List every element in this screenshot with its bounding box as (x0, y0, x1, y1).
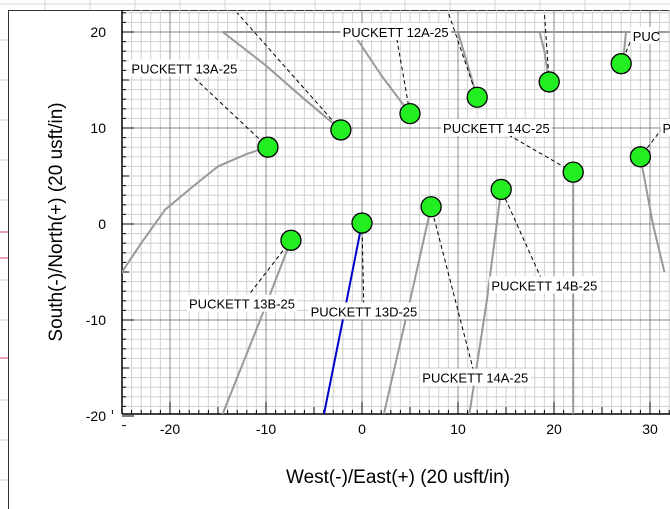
y-tick-label: -10 (86, 312, 106, 328)
well-marker (280, 229, 302, 251)
well-label-background (308, 302, 420, 320)
trajectory-line (122, 146, 269, 274)
well-labels: PUCKETT 12A-25 PUCKETT 13A-25 PUCKETT 14C-… (129, 23, 670, 386)
well-label: PUCKETT 13B-25 (189, 297, 295, 312)
active-trajectory-line (322, 222, 363, 414)
well-label-background (420, 368, 531, 386)
leader-line (430, 206, 476, 378)
leader-line (361, 223, 365, 312)
well-label: PUCKETT 14B-25 (491, 278, 597, 293)
x-axis-title: West(-)/East(+) (20 usft/in) (286, 467, 510, 488)
well-markers (257, 53, 652, 251)
leader-line (543, 12, 550, 82)
y-tick-label: 0 (98, 216, 106, 232)
well-marker (399, 102, 421, 125)
major-gridlines (122, 10, 670, 414)
well-marker (610, 53, 632, 75)
trajectory-line (639, 156, 666, 273)
leader-line (500, 189, 545, 286)
leader-line (236, 12, 342, 131)
trajectory-line (457, 31, 479, 98)
well-label-background (630, 26, 658, 44)
well-marker (351, 212, 373, 234)
well-marker (562, 161, 584, 183)
well-label: PUC (633, 29, 660, 44)
well-label: PUCKETT 14A-25 (422, 371, 528, 386)
leader-line (395, 31, 411, 114)
trajectory-line (382, 206, 433, 414)
well-marker (420, 196, 442, 218)
well-label-background (186, 294, 298, 312)
x-tick-label: 0 (358, 421, 366, 437)
y-tick-label: -20 (86, 408, 106, 424)
leader-line (620, 35, 634, 64)
well-marker (466, 86, 488, 108)
x-tick-label: 30 (642, 421, 658, 437)
well-label-background (489, 276, 600, 294)
well-marker (330, 119, 352, 141)
chart-panel (8, 10, 670, 509)
well-label-background (129, 59, 240, 77)
well-label-background (660, 119, 670, 136)
well-label: PUCKETT 14C-25 (443, 121, 550, 136)
well-marker (629, 146, 652, 168)
well-label-background (340, 23, 451, 40)
well-label: PUCKETT 13A-25 (131, 61, 237, 76)
well-label-background (441, 119, 552, 136)
well-label: P (662, 121, 670, 136)
well-marker (538, 71, 560, 93)
axes (111, 10, 670, 427)
x-tick-label: -10 (256, 421, 276, 437)
well-label: PUCKETT 13D-25 (311, 304, 418, 319)
leader-line (241, 240, 292, 304)
trajectory-line (222, 31, 342, 131)
leader-line (184, 68, 269, 148)
well-marker (257, 136, 279, 158)
y-tick-label: 10 (90, 120, 106, 136)
x-tick-label: -20 (160, 421, 180, 437)
well-marker (490, 178, 512, 201)
leader-line (447, 12, 478, 98)
x-tick-label: 10 (450, 421, 466, 437)
y-tick-label: 20 (90, 24, 106, 40)
y-axis-title: South(-)/North(+) (20 usft/in) (46, 102, 67, 341)
x-tick-label: 20 (546, 421, 562, 437)
tick-labels: -20 -10 0 10 20 30 -20 -10 0 10 20 (86, 24, 658, 437)
well-label: PUCKETT 12A-25 (343, 25, 449, 40)
trajectory-line (351, 31, 411, 115)
trajectory-line (221, 239, 292, 414)
